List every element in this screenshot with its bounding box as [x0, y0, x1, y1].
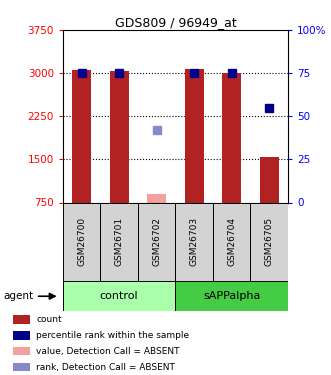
Bar: [185, 69, 204, 203]
Bar: [260, 156, 279, 203]
Bar: [138, 202, 175, 281]
Title: GDS809 / 96949_at: GDS809 / 96949_at: [115, 16, 236, 29]
Bar: [175, 281, 288, 311]
Text: GSM26704: GSM26704: [227, 217, 236, 266]
Bar: [110, 71, 128, 202]
Bar: [72, 70, 91, 202]
Text: rank, Detection Call = ABSENT: rank, Detection Call = ABSENT: [36, 363, 175, 372]
Bar: [13, 315, 29, 324]
Bar: [213, 202, 251, 281]
Bar: [63, 281, 175, 311]
Text: control: control: [100, 291, 138, 301]
Bar: [251, 202, 288, 281]
Text: percentile rank within the sample: percentile rank within the sample: [36, 331, 189, 340]
Text: GSM26700: GSM26700: [77, 217, 86, 266]
Bar: [13, 347, 29, 355]
Bar: [147, 194, 166, 202]
Bar: [13, 363, 29, 371]
Bar: [63, 202, 100, 281]
Bar: [100, 202, 138, 281]
Text: GSM26702: GSM26702: [152, 217, 161, 266]
Bar: [222, 73, 241, 202]
Bar: [13, 331, 29, 339]
Bar: [175, 202, 213, 281]
Text: GSM26705: GSM26705: [265, 217, 274, 266]
Text: GSM26701: GSM26701: [115, 217, 124, 266]
Text: value, Detection Call = ABSENT: value, Detection Call = ABSENT: [36, 346, 180, 355]
Text: count: count: [36, 315, 62, 324]
Text: sAPPalpha: sAPPalpha: [203, 291, 260, 301]
Text: GSM26703: GSM26703: [190, 217, 199, 266]
Text: agent: agent: [3, 291, 33, 301]
